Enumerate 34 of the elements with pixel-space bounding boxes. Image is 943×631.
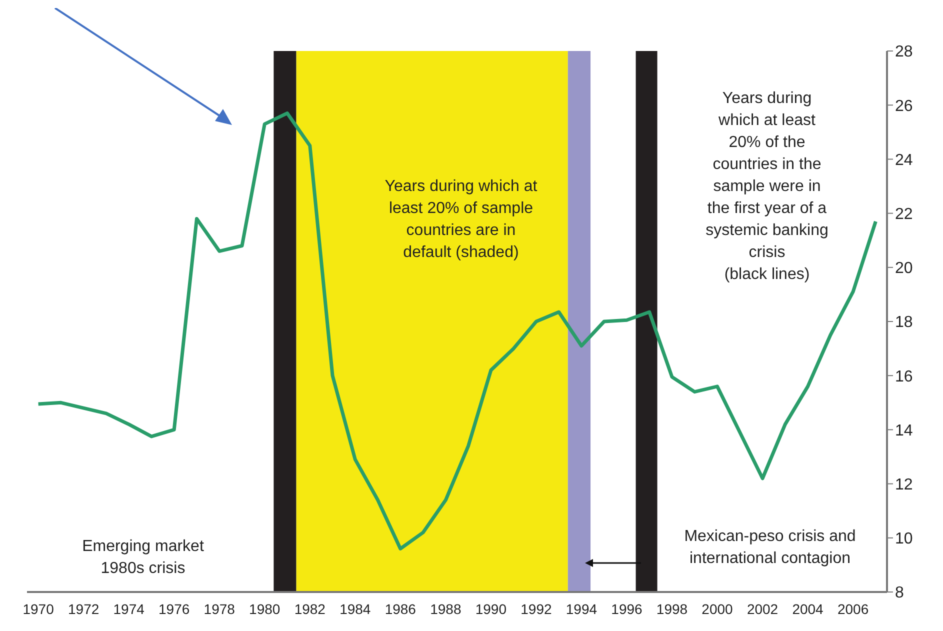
x-tick-label: 1970	[22, 600, 54, 617]
x-tick-label: 1988	[430, 600, 462, 617]
y-tick-label: 20	[895, 260, 913, 278]
x-tick-label: 1998	[656, 600, 688, 617]
x-tick-label: 1984	[340, 600, 371, 617]
x-tick-label: 1980	[249, 600, 280, 617]
x-tick-label: 2000	[702, 600, 734, 617]
x-tick-label: 2006	[837, 600, 869, 617]
annotation: Years during which at least 20% of sample countries are in default (shaded)	[384, 177, 538, 263]
x-tick-label: 2004	[792, 600, 824, 617]
y-tick-label: 12	[895, 476, 913, 494]
x-tick-label: 1976	[158, 600, 190, 617]
y-tick-label: 28	[895, 44, 913, 61]
x-tick-label: 1982	[294, 600, 326, 617]
x-tick-label: 1994	[566, 600, 598, 617]
text: Years during which at least 20% of the countries in the sample were in the first year of a systemic banking crisis (black lines)	[706, 90, 828, 283]
y-tick-label: 26	[895, 98, 913, 115]
annotation: Emerging market 1980s crisis	[81, 537, 205, 579]
y-tick-label: 24	[895, 152, 913, 169]
x-tick-label: 1974	[113, 600, 145, 617]
x-tick-label: 1992	[520, 600, 552, 617]
x-tick-label: 1972	[68, 600, 100, 617]
x-tick-label: 2002	[746, 600, 778, 617]
y-tick-label: 16	[895, 368, 913, 386]
x-tick-label: 1996	[611, 600, 643, 617]
x-tick-label: 1990	[475, 600, 507, 617]
y-tick-label: 8	[895, 584, 904, 602]
y-tick-label: 10	[895, 530, 913, 548]
annotation: Mexican-peso crisis and international contagion	[683, 527, 857, 569]
y-tick-label: 14	[895, 422, 913, 440]
x-tick-label: 1978	[204, 600, 236, 617]
y-tick-label: 22	[895, 206, 913, 223]
x-tick-label: 1986	[384, 600, 416, 617]
y-tick-label: 18	[895, 314, 913, 332]
